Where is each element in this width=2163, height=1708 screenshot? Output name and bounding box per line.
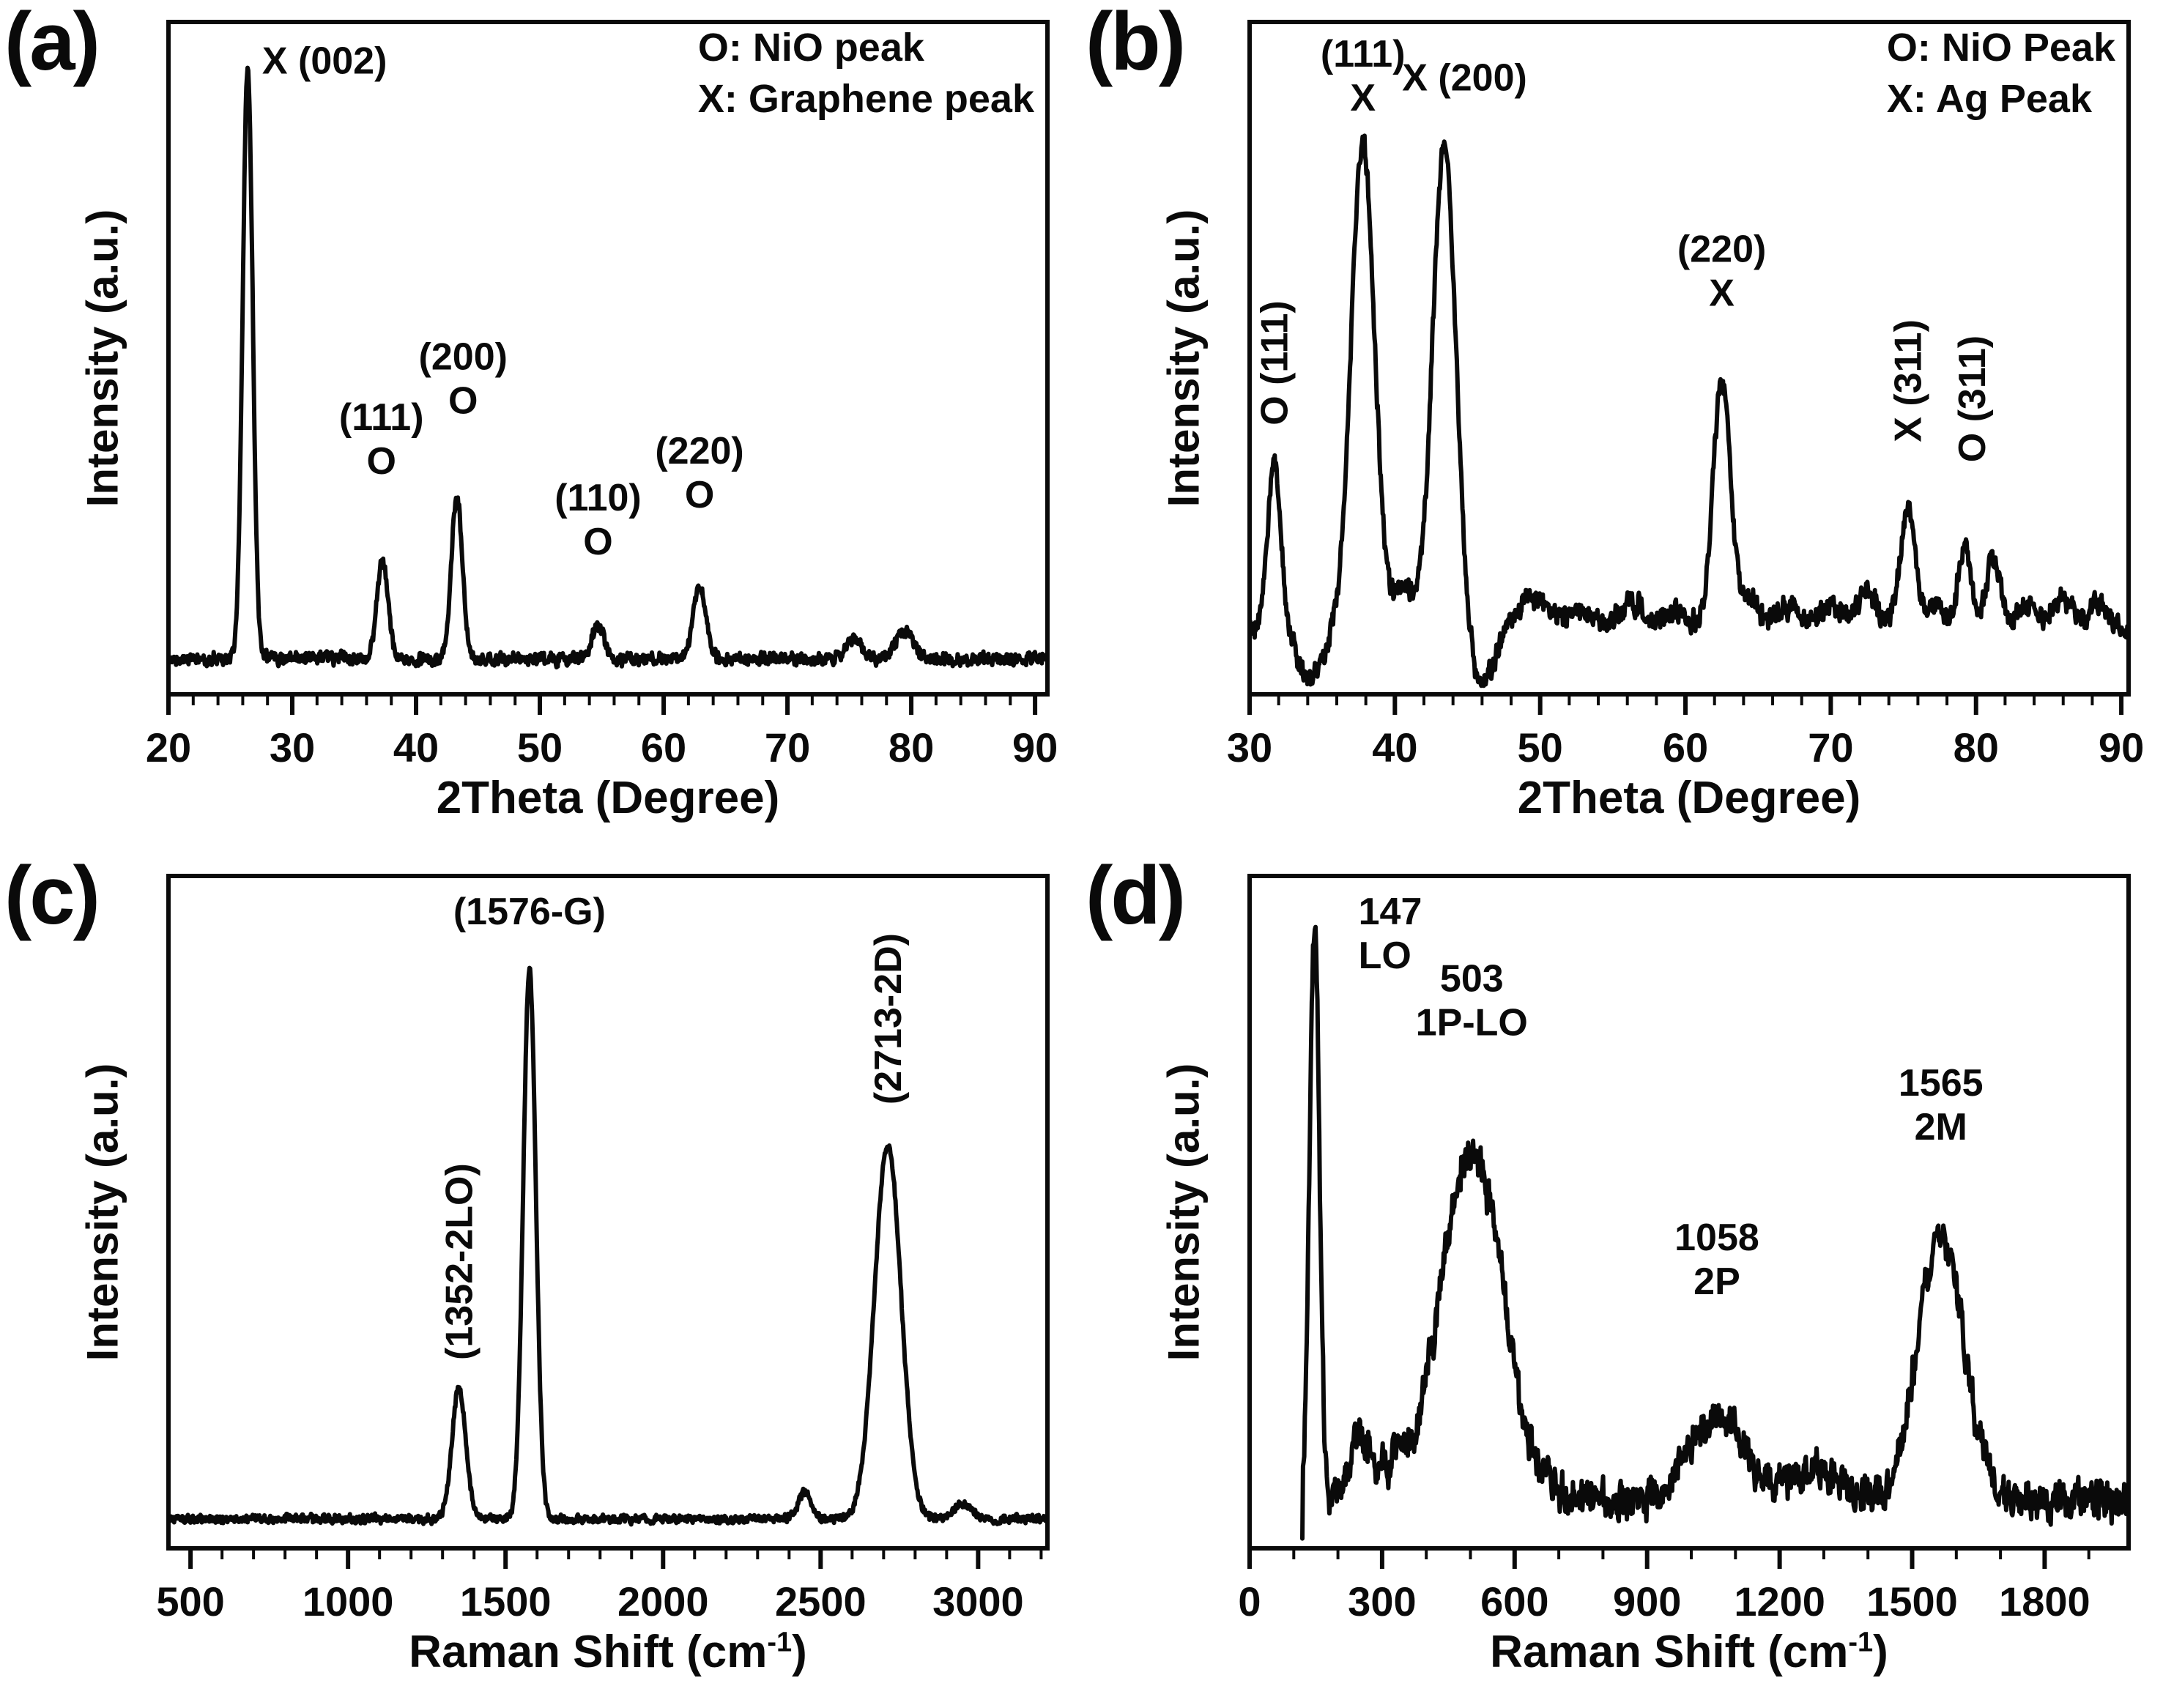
peak-annotation: (220) (655, 430, 743, 472)
peak-annotation: X (1709, 272, 1735, 314)
peak-annotation: 1P-LO (1416, 1002, 1528, 1044)
peak-annotation: O (111) (1254, 300, 1296, 426)
spectrum-curve (1300, 924, 2131, 1541)
xrd-plot-b: 30 40 50 60 70 80 90O (111)(111)X X (200)(220)X… (1227, 20, 2144, 771)
peak-annotation: LO (1359, 935, 1411, 977)
peak-annotation: O (448, 379, 478, 422)
panel-a: (a) Intensity (a.u.) 20 30 40 50 60 70 80 90 X (… (0, 0, 1081, 854)
tick-label: 2000 (617, 1578, 709, 1625)
x-axis-label: 2Theta (Degree) (1250, 772, 2129, 824)
peak-annotation: (111) (339, 396, 424, 439)
tick-label: 1000 (303, 1578, 394, 1625)
x-axis-label-end: ) (1873, 1627, 1888, 1677)
tick-label: 1500 (460, 1578, 552, 1625)
x-axis-label: 2Theta (Degree) (168, 772, 1047, 824)
x-axis-label-superscript: -1 (767, 1627, 793, 1658)
x-axis-label-text: Raman Shift (cm (1490, 1627, 1849, 1677)
tick-label: 70 (765, 724, 810, 771)
tick-label: 0 (1238, 1578, 1261, 1625)
tick-label: 80 (1954, 724, 1999, 771)
panel-label-d: (d) (1086, 850, 1186, 941)
peak-annotation: O (366, 440, 396, 483)
tick-label: 80 (888, 724, 934, 771)
plot-frame (1247, 20, 2131, 697)
panel-label-a: (a) (4, 0, 100, 87)
peak-annotation: X (311) (1888, 319, 1930, 442)
plot-frame (166, 874, 1050, 1551)
peak-annotation: X (1350, 77, 1376, 119)
x-axis-label-superscript: -1 (1848, 1627, 1874, 1658)
tick-label: 70 (1808, 724, 1853, 771)
panel-d: (d) Intensity (a.u.) 0 300 600 900 1200 1500 1… (1081, 850, 2162, 1708)
x-axis-label: Raman Shift (cm-1) (1250, 1626, 2129, 1678)
peak-annotation: X (002) (262, 40, 387, 82)
plot-frame (1247, 874, 2131, 1551)
tick-label: 60 (1663, 724, 1708, 771)
raman-plot-d: 0 300 600 900 1200 1500 1800147LO5031P-LO10582… (1238, 874, 2131, 1625)
peak-annotation: (1352-2LO) (439, 1163, 481, 1360)
tick-label: 90 (2099, 724, 2144, 771)
panel-label-c: (c) (4, 850, 100, 941)
x-axis-label-text: 2Theta (Degree) (1517, 773, 1861, 823)
spectrum-curve (166, 965, 1050, 1527)
xrd-plot-a: 20 30 40 50 60 70 80 90X (002)(111)O(200)O(110)… (146, 20, 1058, 771)
peak-annotation: 147 (1359, 891, 1422, 933)
x-axis-label-text: 2Theta (Degree) (436, 773, 780, 823)
peak-annotation: (1576-G) (453, 891, 606, 933)
tick-label: 2500 (775, 1578, 867, 1625)
tick-label: 3000 (932, 1578, 1024, 1625)
x-axis-label: Raman Shift (cm-1) (168, 1626, 1047, 1678)
tick-label: 1200 (1734, 1578, 1825, 1625)
peak-annotation: X (200) (1402, 56, 1527, 99)
tick-label: 60 (641, 724, 686, 771)
panel-b: (b) Intensity (a.u.) 30 40 50 60 70 80 90 O (11… (1081, 0, 2162, 854)
panel-label-b: (b) (1086, 0, 1186, 87)
tick-label: 600 (1480, 1578, 1548, 1625)
spectrum-curve (1247, 133, 2131, 688)
legend-entry-x: X: Ag Peak (1886, 77, 2092, 121)
raman-plot-c: 500 1000 1500 2000 2500 3000 (1352-2LO) (1576-G… (156, 874, 1050, 1625)
peak-annotation: (220) (1677, 228, 1766, 270)
tick-label: 900 (1613, 1578, 1681, 1625)
legend-entry-o: O: NiO Peak (1886, 26, 2115, 70)
peak-annotation: (2713-2D) (867, 933, 910, 1104)
peak-annotation: (200) (419, 335, 508, 378)
peak-annotation: 1058 (1674, 1217, 1759, 1259)
peak-annotation: 2P (1693, 1260, 1740, 1303)
plot-legend: O: NiO Peak X: Ag Peak (1887, 22, 2115, 125)
x-axis-label-text: Raman Shift (cm (409, 1627, 768, 1677)
peak-annotation: 503 (1440, 958, 1504, 1000)
spectrum-curve (166, 65, 1050, 669)
tick-label: 30 (270, 724, 315, 771)
legend-entry-o: O: NiO peak (697, 26, 924, 70)
tick-label: 50 (1518, 724, 1563, 771)
tick-label: 20 (146, 724, 191, 771)
tick-label: 40 (393, 724, 439, 771)
peak-annotation: (111) (1321, 33, 1406, 75)
tick-label: 500 (156, 1578, 224, 1625)
plot-legend: O: NiO peak X: Graphene peak (698, 22, 1034, 125)
plot-frame (166, 20, 1050, 697)
peak-annotation: O (583, 521, 612, 563)
peak-annotation: O (685, 474, 714, 516)
tick-label: 50 (517, 724, 563, 771)
legend-entry-x: X: Graphene peak (697, 77, 1034, 121)
x-axis-label-end: ) (792, 1627, 807, 1677)
tick-label: 1800 (1999, 1578, 2090, 1625)
peak-annotation: (110) (554, 477, 642, 519)
tick-label: 300 (1348, 1578, 1416, 1625)
tick-label: 1500 (1866, 1578, 1958, 1625)
tick-label: 90 (1012, 724, 1058, 771)
tick-label: 30 (1227, 724, 1272, 771)
tick-label: 40 (1372, 724, 1417, 771)
panel-c: (c) Intensity (a.u.) 500 1000 1500 2000 2500… (0, 850, 1081, 1708)
peak-annotation: 1565 (1899, 1062, 1984, 1104)
peak-annotation: O (311) (1951, 335, 1994, 462)
peak-annotation: 2M (1915, 1106, 1967, 1148)
